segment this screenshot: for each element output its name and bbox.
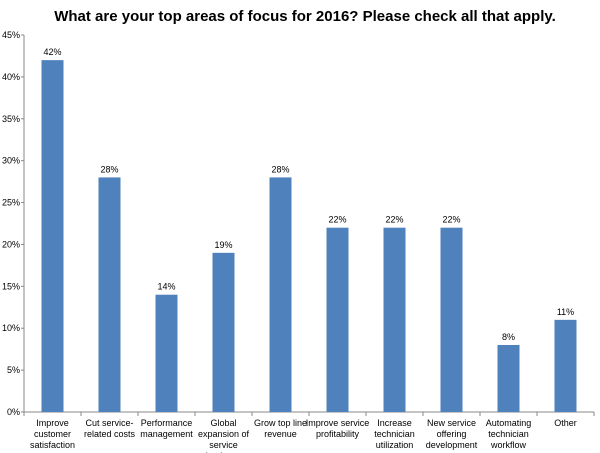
- y-tick-label: 40%: [2, 72, 20, 82]
- x-tick-label: Grow top line revenue: [254, 418, 307, 439]
- x-tick-label: Performance management: [140, 418, 193, 439]
- bar: [554, 319, 577, 412]
- y-tick-label: 25%: [2, 198, 20, 208]
- bar: [383, 227, 406, 412]
- x-tick-label: Other: [554, 418, 577, 428]
- x-tick-label: Increase technician utilization: [374, 418, 415, 450]
- y-tick-label: 10%: [2, 323, 20, 333]
- y-tick-label: 0%: [7, 407, 20, 417]
- data-label: 28%: [100, 164, 118, 174]
- data-label: 42%: [43, 47, 61, 57]
- y-tick-label: 45%: [2, 30, 20, 40]
- data-label: 22%: [328, 215, 346, 225]
- data-label: 28%: [271, 164, 289, 174]
- bar: [41, 60, 64, 413]
- bar: [155, 294, 178, 412]
- x-tick-label: Cut service-related costs: [84, 418, 136, 439]
- x-tick-label: Improve service profitability: [306, 418, 370, 439]
- x-tick-label: New service offering development: [426, 418, 478, 450]
- bar: [440, 227, 463, 412]
- data-label: 8%: [502, 332, 515, 342]
- bar: [326, 227, 349, 412]
- x-tick-label: Automating technician workflow: [486, 418, 532, 450]
- y-tick-label: 20%: [2, 239, 20, 249]
- data-label: 22%: [442, 215, 460, 225]
- bar: [212, 252, 235, 412]
- y-tick-label: 30%: [2, 156, 20, 166]
- x-tick-label: Improve customer satisfaction: [30, 418, 75, 450]
- bar: [497, 344, 520, 412]
- y-tick-label: 35%: [2, 114, 20, 124]
- y-tick-label: 15%: [2, 281, 20, 291]
- data-label: 19%: [214, 240, 232, 250]
- data-label: 22%: [385, 215, 403, 225]
- y-tick-label: 5%: [7, 365, 20, 375]
- chart-title: What are your top areas of focus for 201…: [54, 8, 556, 25]
- bar: [269, 177, 292, 412]
- data-label: 14%: [157, 282, 175, 292]
- data-label: 11%: [557, 307, 574, 317]
- bar: [98, 177, 121, 412]
